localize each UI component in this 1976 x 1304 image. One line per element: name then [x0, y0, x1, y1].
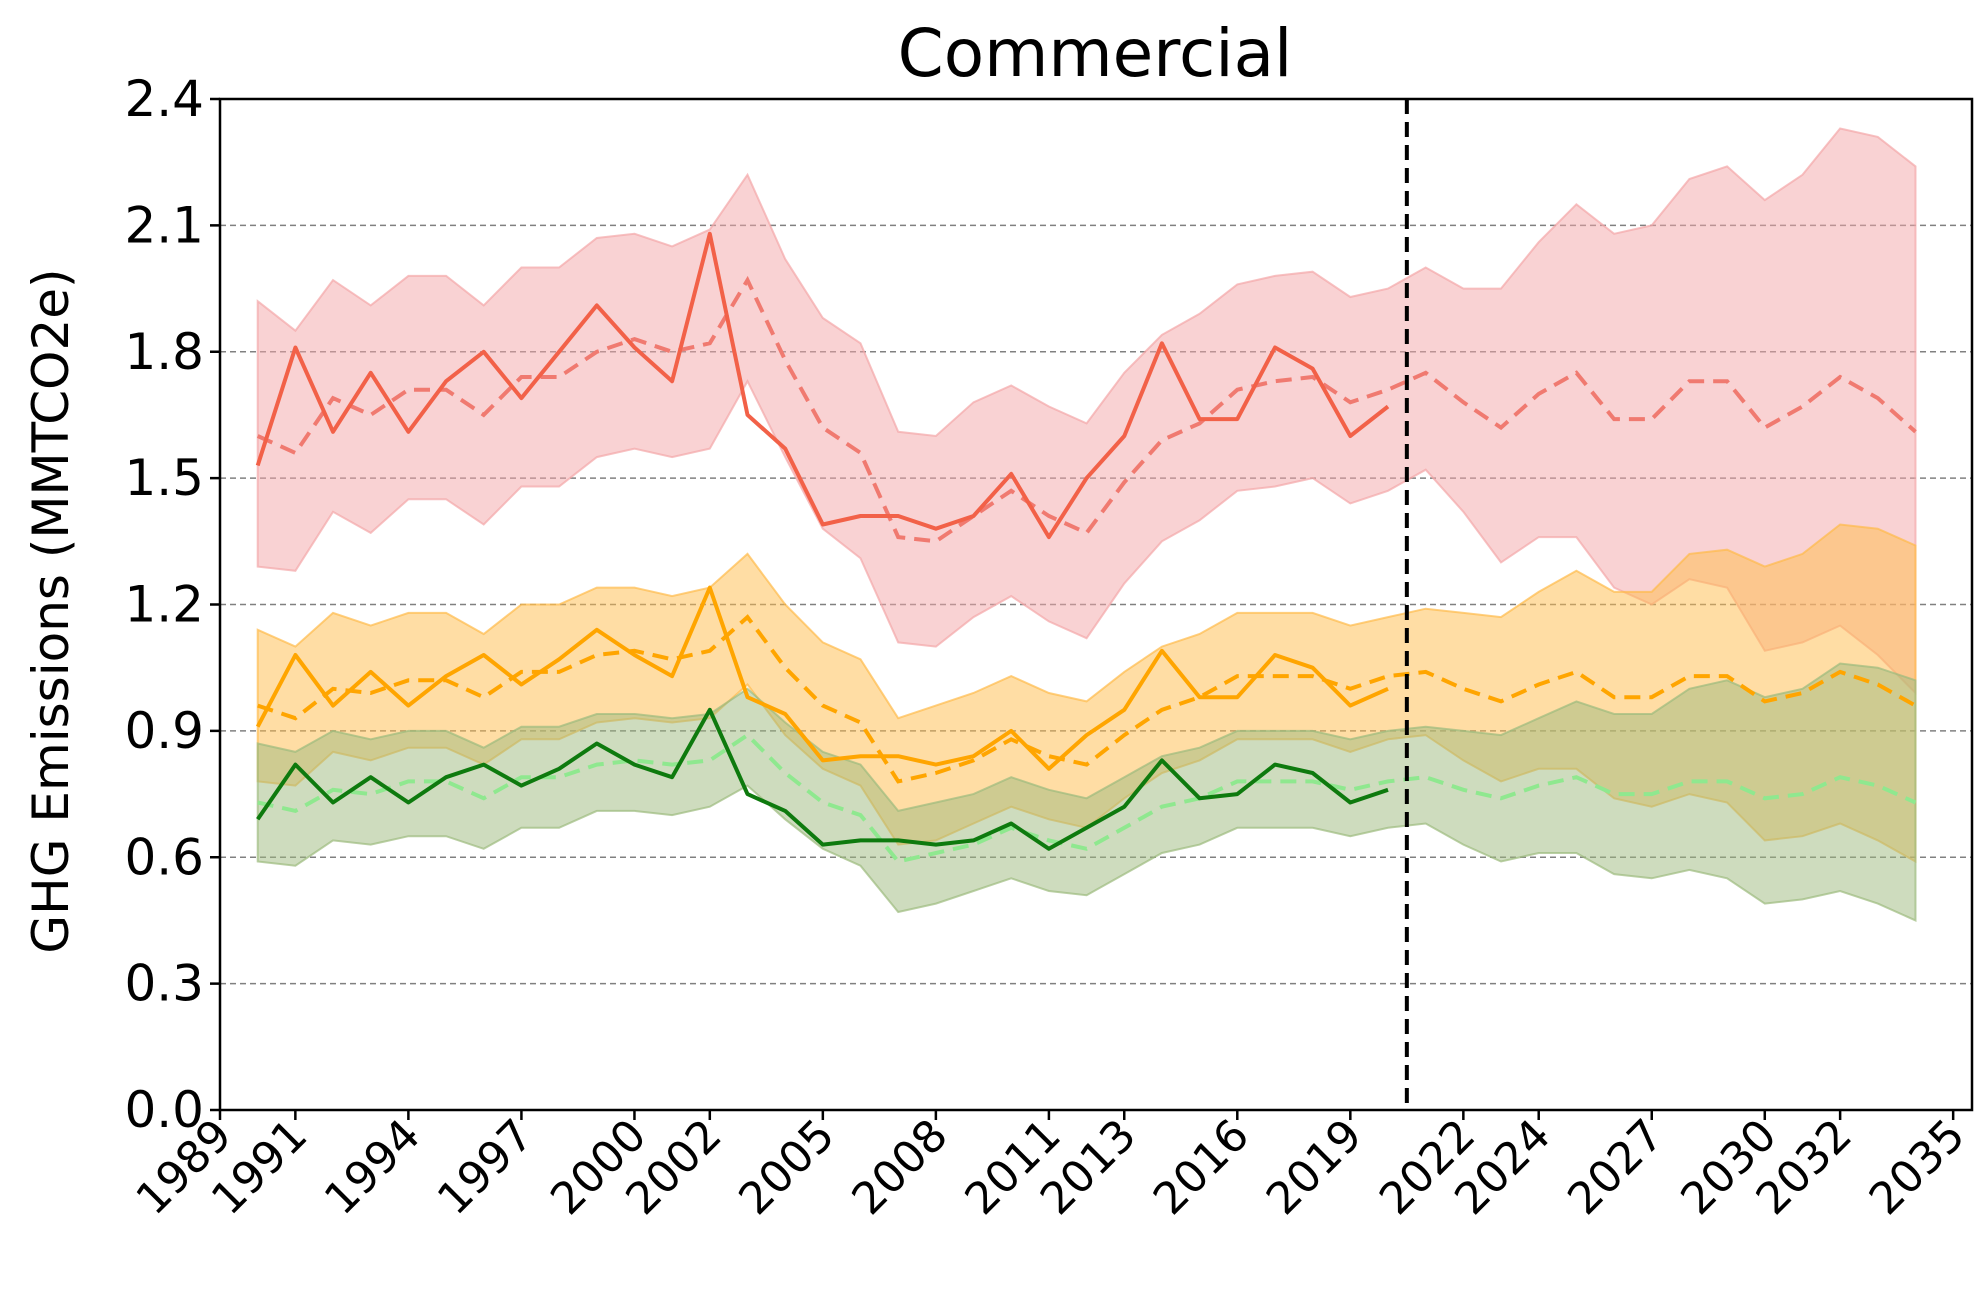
- y-axis-label: GHG Emissions (MMTCO2e): [22, 268, 80, 953]
- chart-title: Commercial: [898, 15, 1293, 92]
- fit-line-red: [256, 275, 1917, 544]
- observed-line-orange: [255, 585, 1389, 771]
- y-tick-label-6: 1.8: [124, 323, 204, 381]
- y-tick-label-7: 2.1: [124, 196, 204, 254]
- observed-line-red: [255, 231, 1390, 540]
- y-tick-label-8: 2.4: [124, 70, 204, 128]
- y-tick-label-2: 0.6: [124, 828, 204, 886]
- y-tick-label-1: 0.3: [124, 955, 204, 1013]
- y-tick-label-4: 1.2: [124, 576, 204, 634]
- fit-line-orange: [257, 614, 1917, 784]
- band-layer: [256, 127, 1917, 922]
- observed-line-green: [256, 707, 1389, 851]
- confidence-band-green: [256, 662, 1917, 922]
- y-tick-label-3: 0.9: [124, 702, 204, 760]
- y-tick-label-0: 0.0: [124, 1081, 204, 1139]
- fit-line-green: [257, 732, 1917, 864]
- y-tick-label-5: 1.5: [124, 449, 204, 507]
- line-layer: [255, 99, 1917, 1110]
